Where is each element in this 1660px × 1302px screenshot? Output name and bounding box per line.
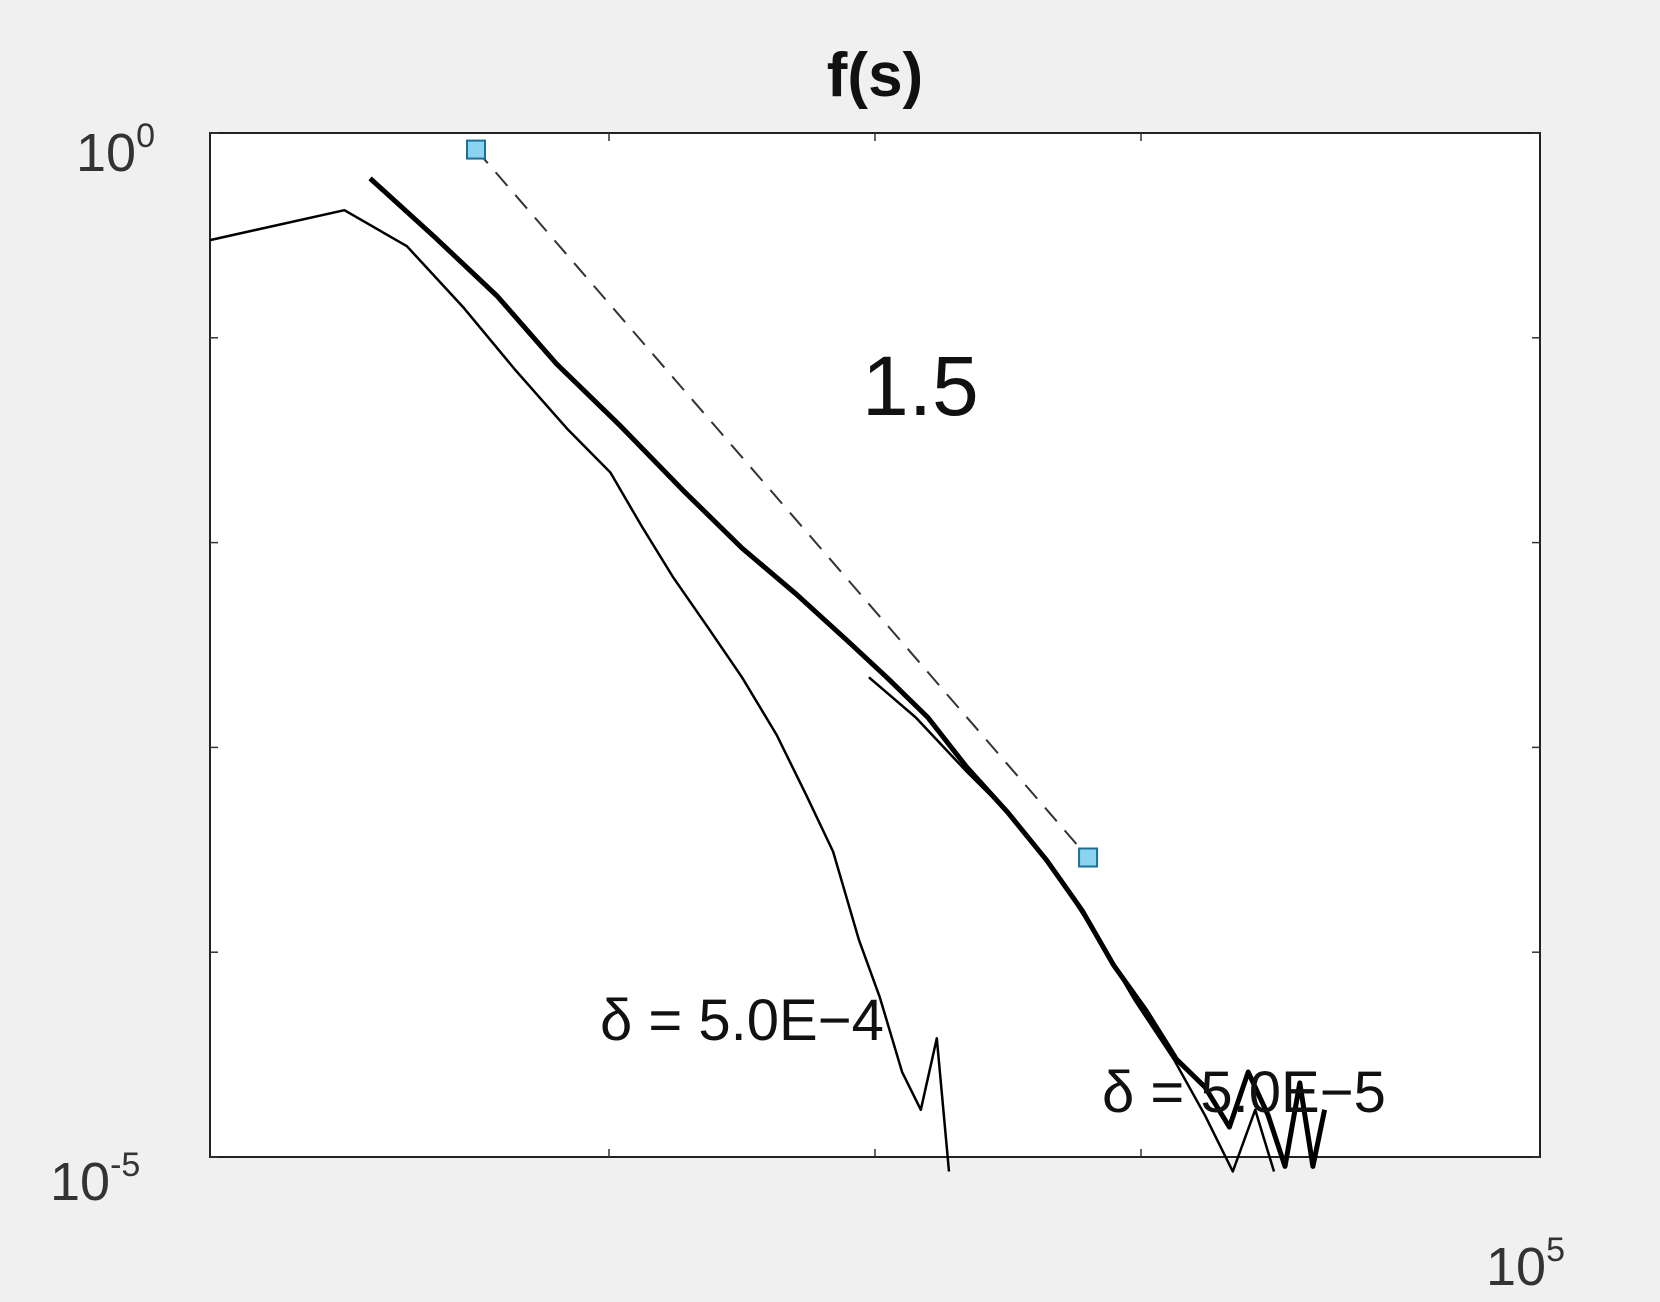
svg-text:100: 100 bbox=[76, 117, 155, 183]
series-line-0 bbox=[209, 208, 951, 1172]
reference-marker-1 bbox=[1078, 847, 1099, 868]
series-label-delta-5e-4: δ = 5.0E−4 bbox=[600, 988, 884, 1053]
y-tick-bottom-exp: -5 bbox=[110, 1146, 140, 1184]
reference-slope-layer bbox=[466, 139, 1099, 868]
y-tick-label-top: 100 bbox=[76, 117, 155, 183]
series-line-2 bbox=[368, 176, 1328, 1169]
series-layer bbox=[209, 176, 1328, 1173]
slope-label: 1.5 bbox=[862, 339, 979, 433]
y-tick-top-exp: 0 bbox=[136, 117, 155, 155]
reference-slope-line bbox=[475, 148, 1089, 859]
svg-text:105: 105 bbox=[1486, 1231, 1565, 1297]
y-tick-top-base: 10 bbox=[76, 123, 136, 183]
y-tick-label-bottom: 10-5 bbox=[50, 1146, 140, 1212]
reference-marker-0 bbox=[466, 139, 486, 160]
x-tick-label-right: 105 bbox=[1486, 1231, 1565, 1297]
axis-ticks bbox=[210, 132, 1540, 1158]
x-tick-right-base: 10 bbox=[1486, 1237, 1546, 1297]
x-tick-right-exp: 5 bbox=[1546, 1231, 1565, 1269]
chart-title: f(s) bbox=[827, 41, 923, 110]
series-label-delta-5e-5: δ = 5.0E−5 bbox=[1102, 1060, 1386, 1125]
svg-text:10-5: 10-5 bbox=[50, 1146, 140, 1212]
y-tick-bottom-base: 10 bbox=[50, 1152, 110, 1212]
